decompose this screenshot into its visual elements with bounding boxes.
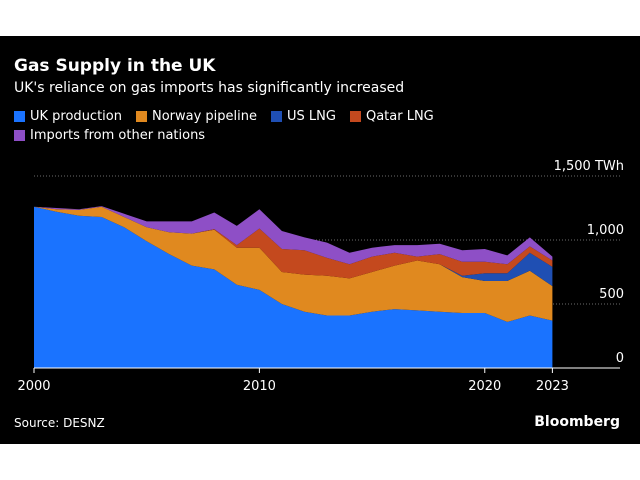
legend-item: US LNG xyxy=(271,109,336,124)
legend: UK production Norway pipeline US LNG Qatar … xyxy=(14,109,434,124)
x-tick-label: 2020 xyxy=(468,379,501,394)
x-tick-label: 2010 xyxy=(243,379,276,394)
legend-label: Imports from other nations xyxy=(30,128,206,143)
legend-label: US LNG xyxy=(287,109,336,124)
legend-swatch xyxy=(14,130,25,141)
legend-swatch xyxy=(349,111,361,122)
legend-swatch xyxy=(14,111,25,122)
area-norway-pipeline xyxy=(34,206,553,322)
chart-plot: 0 500 1,000 1,500 TWh 2000 2010 2020 2023 xyxy=(17,159,624,394)
chart-panel: Gas Supply in the UK UK's reliance on ga… xyxy=(0,36,640,444)
area-imports-from-other-nations xyxy=(34,206,553,265)
area-us-lng xyxy=(34,206,553,287)
y-tick-label: 1,000 xyxy=(587,223,624,238)
x-tick-label: 2000 xyxy=(17,379,50,394)
legend-item: UK production xyxy=(14,109,122,124)
legend-item: Norway pipeline xyxy=(135,109,258,124)
source-note: Source: DESNZ xyxy=(14,416,105,430)
area-qatar-lng xyxy=(34,206,553,279)
area-uk-production xyxy=(34,206,553,368)
chart-title: Gas Supply in the UK xyxy=(14,56,216,76)
legend-item: Qatar LNG xyxy=(349,109,434,124)
legend-label: Qatar LNG xyxy=(365,109,434,124)
x-tick-label: 2023 xyxy=(536,379,569,394)
legend-swatch xyxy=(135,111,147,122)
legend-swatch xyxy=(271,111,283,122)
legend-label: UK production xyxy=(30,109,122,124)
y-tick-label: 1,500 TWh xyxy=(554,159,624,174)
legend-label: Norway pipeline xyxy=(151,109,258,124)
chart-subtitle: UK's reliance on gas imports has signifi… xyxy=(14,80,405,96)
brand-logo: Bloomberg xyxy=(534,414,620,430)
legend-item: Imports from other nations xyxy=(14,128,205,143)
legend-row-2: Imports from other nations xyxy=(14,128,205,143)
y-tick-label: 0 xyxy=(616,351,624,366)
y-tick-label: 500 xyxy=(599,287,624,302)
